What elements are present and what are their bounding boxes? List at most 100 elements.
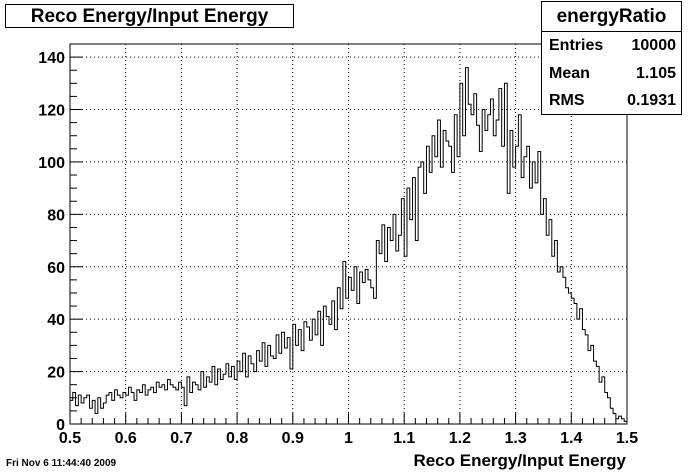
y-tick-label: 20 <box>47 365 65 382</box>
histogram-bar <box>346 298 349 424</box>
stats-row-mean: Mean 1.105 <box>542 60 681 88</box>
histogram-bar <box>560 267 563 424</box>
x-tick-label: 0.6 <box>115 430 137 447</box>
x-tick-label: 0.8 <box>226 430 248 447</box>
histogram-bar <box>594 361 597 424</box>
histogram-bar <box>357 303 360 424</box>
histogram-bar <box>173 387 176 424</box>
histogram-bar <box>335 330 338 424</box>
histogram-bar <box>488 115 491 424</box>
histogram-bar <box>502 146 505 424</box>
histogram-bar <box>493 136 496 424</box>
histogram-bar <box>279 353 282 424</box>
histogram-bar <box>574 303 577 424</box>
histogram-bar <box>557 272 560 424</box>
histogram-bar <box>315 335 318 424</box>
histogram-bar <box>209 382 212 424</box>
histogram-bar <box>563 277 566 424</box>
histogram-bar <box>582 330 585 424</box>
histogram-bar <box>310 340 313 424</box>
histogram-bar <box>566 288 569 424</box>
histogram-bar <box>463 136 466 424</box>
x-tick-label: 1.4 <box>560 430 582 447</box>
histogram-bar <box>117 395 120 424</box>
histogram-bar <box>415 241 418 424</box>
histogram-bar <box>516 146 519 424</box>
histogram-bar <box>410 220 413 424</box>
histogram-bar <box>229 377 232 424</box>
histogram-bar <box>452 172 455 424</box>
x-tick-label: 1.1 <box>393 430 415 447</box>
stats-label: Mean <box>549 64 590 82</box>
y-tick-label: 100 <box>38 155 65 172</box>
histogram-bar <box>273 358 276 424</box>
histogram-bar <box>76 406 79 424</box>
histogram-bar <box>440 167 443 424</box>
histogram-bar <box>374 298 377 424</box>
histogram-bar <box>535 183 538 424</box>
histogram-bar <box>588 351 591 424</box>
histogram-bar <box>220 379 223 424</box>
histogram-bar <box>446 141 449 424</box>
x-tick-label: 1.3 <box>504 430 526 447</box>
histogram-bar <box>513 167 516 424</box>
histogram-bar <box>571 298 574 424</box>
histogram-bar <box>307 327 310 424</box>
histogram-bar <box>432 136 435 424</box>
date-stamp: Fri Nov 6 11:44:40 2009 <box>6 458 117 469</box>
histogram-bar <box>599 382 602 424</box>
histogram-bar <box>429 172 432 424</box>
histogram-bar <box>532 162 535 424</box>
histogram-bar <box>368 280 371 424</box>
histogram-bar <box>198 390 201 424</box>
histogram-bar <box>396 251 399 424</box>
histogram-bar <box>449 146 452 424</box>
histogram-bar <box>245 377 248 424</box>
histogram-bar <box>296 345 299 424</box>
y-tick-label: 0 <box>56 417 65 434</box>
histogram-bar <box>195 385 198 424</box>
histogram-bar <box>365 269 368 424</box>
histogram-bar <box>468 104 471 424</box>
histogram-bar <box>254 372 257 424</box>
histogram-bar <box>424 193 427 424</box>
stats-row-entries: Entries 10000 <box>542 32 681 60</box>
y-tick-label: 120 <box>38 103 65 120</box>
histogram-bar <box>496 120 499 424</box>
histogram-bar <box>162 385 165 424</box>
histogram-bar <box>223 374 226 424</box>
histogram-bar <box>362 282 365 424</box>
x-tick-label: 1.2 <box>449 430 471 447</box>
histogram-bar <box>251 364 254 424</box>
histogram-bar <box>349 277 352 424</box>
histogram-bar <box>165 390 168 424</box>
y-tick-label: 40 <box>47 312 65 329</box>
histogram-bar <box>176 390 179 424</box>
histogram-bar <box>491 99 494 424</box>
histogram-bar <box>435 157 438 424</box>
histogram-bar <box>329 324 332 424</box>
y-tick-label: 60 <box>47 260 65 277</box>
histogram-bar <box>471 115 474 424</box>
x-axis-title: Reco Energy/Input Energy <box>413 451 626 470</box>
x-tick-label: 0.9 <box>282 430 304 447</box>
histogram-bar <box>371 288 374 424</box>
histogram-bar <box>477 125 480 424</box>
x-tick-label: 0.7 <box>170 430 192 447</box>
histogram-bar <box>399 235 402 424</box>
histogram-bar <box>530 188 533 424</box>
histogram-bar <box>507 193 510 424</box>
x-tick-label: 1.5 <box>616 430 638 447</box>
histogram-bar <box>379 254 382 424</box>
x-tick-label: 1 <box>344 430 353 447</box>
histogram-bar <box>140 393 143 424</box>
histogram-bar <box>443 130 446 424</box>
histogram-title: Reco Energy/Input Energy <box>30 6 269 27</box>
histogram-bar <box>271 356 274 424</box>
histogram-bar <box>524 157 527 424</box>
histogram-bar <box>326 317 329 424</box>
histogram-bar <box>240 372 243 424</box>
histogram-outline <box>69 67 628 424</box>
